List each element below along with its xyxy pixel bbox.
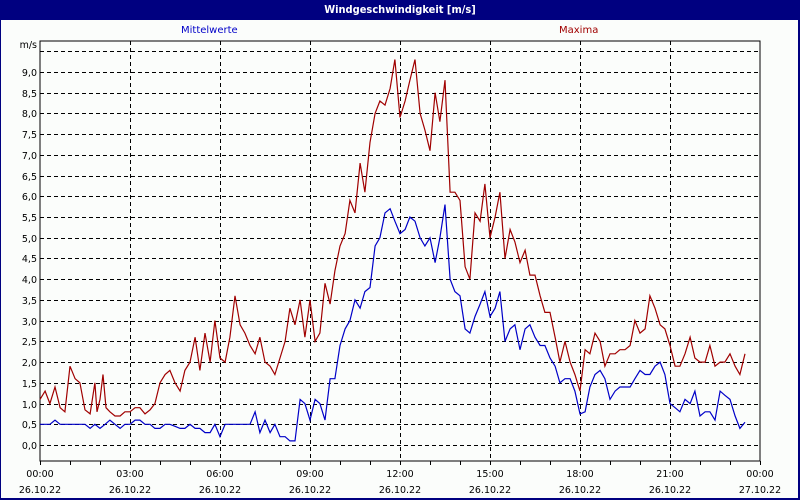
y-tick-label: 2,5 [22, 337, 37, 348]
x-tick-date: 26.10.22 [559, 485, 601, 496]
data-lines [39, 59, 746, 442]
legend-mean-label: Mittelwerte [181, 25, 238, 36]
x-axis: 00:00 26.10.22 03:00 26.10.22 06:00 26.10.22 0… [19, 461, 781, 496]
y-tick-label: 9,0 [22, 68, 37, 79]
y-tick-label: 8,5 [22, 89, 37, 100]
x-tick-time: 12:00 [386, 469, 413, 480]
x-tick-time: 21:00 [656, 469, 683, 480]
x-tick-time: 15:00 [476, 469, 503, 480]
legend-max-label: Maxima [559, 25, 599, 36]
y-tick-label: 7,5 [22, 130, 37, 141]
x-tick-date: 26.10.22 [649, 485, 691, 496]
y-tick-label: 7,0 [22, 151, 37, 162]
y-tick-label: 5,0 [22, 234, 37, 245]
y-tick-label: 1,5 [22, 379, 37, 390]
x-tick-time: 00:00 [746, 469, 773, 480]
y-axis-unit: m/s [20, 40, 37, 51]
x-tick-date: 26.10.22 [109, 485, 151, 496]
y-axis: 0,0 0,5 1,0 1,5 2,0 2,5 3,0 3,5 4,0 4,5 5,0 5,5 6,0 6… [20, 40, 37, 452]
y-tick-label: 6,5 [22, 172, 37, 183]
x-tick-date: 26.10.22 [379, 485, 421, 496]
series-line-maxima [39, 59, 746, 417]
y-tick-label: 1,0 [22, 400, 37, 411]
x-tick-time: 18:00 [566, 469, 593, 480]
y-tick-label: 0,0 [22, 441, 37, 452]
y-tick-label: 4,0 [22, 275, 37, 286]
series-line-mittelwerte [40, 204, 746, 442]
x-tick-time: 09:00 [296, 469, 323, 480]
x-tick-date: 27.10.22 [739, 485, 781, 496]
y-tick-label: 8,0 [22, 109, 37, 120]
y-tick-label: 3,0 [22, 317, 37, 328]
x-tick-time: 03:00 [116, 469, 143, 480]
y-tick-label: 4,5 [22, 254, 37, 265]
x-tick-date: 26.10.22 [289, 485, 331, 496]
y-tick-label: 2,0 [22, 358, 37, 369]
grid-lines [39, 40, 761, 462]
x-tick-time: 00:00 [26, 469, 53, 480]
x-tick-date: 26.10.22 [199, 485, 241, 496]
y-tick-label: 5,5 [22, 213, 37, 224]
y-tick-label: 0,5 [22, 420, 37, 431]
chart-title: Windgeschwindigkeit [m/s] [324, 3, 476, 16]
x-tick-date: 26.10.22 [469, 485, 511, 496]
y-tick-label: 3,5 [22, 296, 37, 307]
x-tick-time: 06:00 [206, 469, 233, 480]
x-tick-date: 26.10.22 [19, 485, 61, 496]
y-tick-label: 6,0 [22, 192, 37, 203]
